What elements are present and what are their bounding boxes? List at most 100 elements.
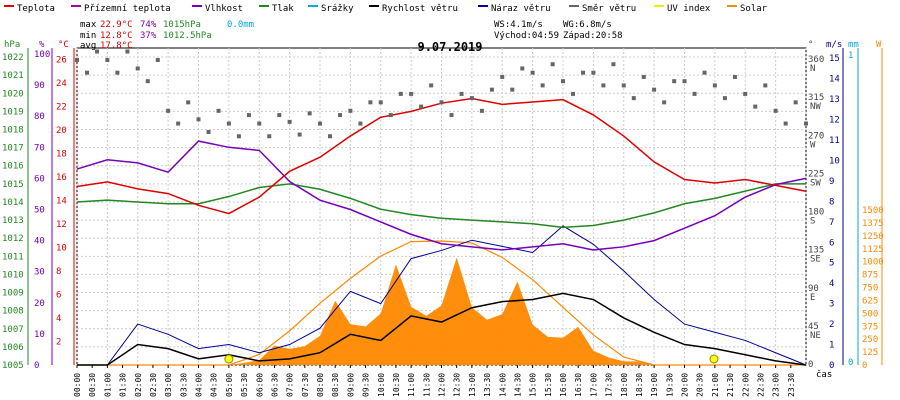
x-tick-label: 04:00 xyxy=(195,373,204,397)
axis-tick-ms: 2 xyxy=(829,320,834,330)
wind-direction-point xyxy=(793,100,798,105)
axis-tick-pct: 40 xyxy=(34,237,45,247)
wind-direction-point xyxy=(429,83,434,88)
axis-tick-ms: 10 xyxy=(829,156,840,166)
axis-tick-ms: 8 xyxy=(829,197,834,207)
wind-direction-point xyxy=(115,70,120,75)
stat-avg-label: avg xyxy=(80,41,96,51)
x-tick-label: 11:30 xyxy=(422,373,431,397)
wind-direction-point xyxy=(125,49,130,54)
axis-tick-hpa: 1015 xyxy=(2,180,24,190)
wind-direction-point xyxy=(155,58,160,62)
axis-tick-hpa: 1016 xyxy=(2,162,24,172)
axis-tick-deg: 270 xyxy=(808,131,824,141)
wind-direction-point xyxy=(773,108,778,113)
axis-tick-hpa: 1017 xyxy=(2,144,24,154)
x-tick-label: 18:30 xyxy=(635,373,644,397)
axis-tick-ms: 12 xyxy=(829,116,840,126)
wind-direction-point xyxy=(581,70,586,75)
x-tick-label: 16:30 xyxy=(574,373,583,397)
chart-title: 9.07.2019 xyxy=(417,40,482,54)
wind-direction-point xyxy=(469,96,474,101)
x-tick-label: 17:30 xyxy=(605,373,614,397)
axis-tick-ms: 1 xyxy=(829,341,834,351)
legend-label: UV index xyxy=(667,4,711,14)
stat-sunset: Západ:20:58 xyxy=(563,31,623,41)
stat-min-hum: 37% xyxy=(140,31,157,41)
wind-direction-point xyxy=(672,79,677,84)
axis-tick-c: 24 xyxy=(56,79,67,89)
uv-marker xyxy=(709,354,719,364)
axis-tick-hpa: 1009 xyxy=(2,289,24,299)
axis-tick-pct: 0 xyxy=(34,361,39,371)
x-tick-label: 22:30 xyxy=(756,373,765,397)
legend-label: Srážky xyxy=(321,4,354,14)
wind-direction-point xyxy=(702,70,707,75)
x-tick-label: 09:30 xyxy=(362,373,371,397)
x-tick-label: 13:00 xyxy=(468,373,477,397)
wind-direction-point xyxy=(348,108,353,113)
x-tick-label: 12:00 xyxy=(438,373,447,397)
axis-tick-hpa: 1005 xyxy=(2,361,24,371)
axis-tick-hpa: 1014 xyxy=(2,198,24,208)
wind-direction-point xyxy=(419,104,424,109)
wind-direction-point xyxy=(804,121,808,126)
x-tick-label: 05:00 xyxy=(225,373,234,397)
axis-tick-mm: 0 xyxy=(848,358,853,368)
axis-tick-mm: 1 xyxy=(848,51,853,61)
wind-direction-point xyxy=(561,79,565,84)
wind-direction-point xyxy=(479,108,484,113)
axis-tick-deg: 0 xyxy=(808,360,813,370)
wind-direction-point xyxy=(176,121,181,126)
wind-direction-point xyxy=(368,100,373,105)
wind-direction-point xyxy=(307,111,312,116)
wind-direction-point xyxy=(743,91,748,96)
axis-tick-ms: 6 xyxy=(829,238,834,248)
axis-unit-mm: mm xyxy=(848,40,859,50)
wind-direction-point xyxy=(722,96,727,101)
axis-tick-ms: 0 xyxy=(829,361,834,371)
gust-line xyxy=(77,225,807,366)
wind-direction-point xyxy=(75,58,79,62)
axis-tick-w: 750 xyxy=(862,284,878,294)
wind-direction-point xyxy=(95,49,100,54)
axis-tick-c: 10 xyxy=(56,244,67,254)
wind-speed-line xyxy=(77,292,807,366)
x-tick-label: 14:00 xyxy=(498,373,507,397)
legend-label: Teplota xyxy=(17,4,55,14)
x-tick-label: 06:00 xyxy=(255,373,264,397)
x-tick-label: 16:00 xyxy=(559,373,568,397)
axis-tick-dir: W xyxy=(810,140,816,150)
x-tick-label: 05:30 xyxy=(240,373,249,397)
axis-tick-deg: 135 xyxy=(808,246,824,256)
x-tick-label: 20:30 xyxy=(696,373,705,397)
legend-label: Náraz větru xyxy=(491,4,551,14)
axis-tick-pct: 30 xyxy=(34,268,45,278)
x-tick-label: 18:00 xyxy=(620,373,629,397)
wind-direction-point xyxy=(85,70,90,75)
legend-swatch xyxy=(71,5,81,7)
axis-tick-deg: 90 xyxy=(808,284,819,294)
axis-tick-ms: 15 xyxy=(829,54,840,64)
x-tick-label: 22:00 xyxy=(741,373,750,397)
x-tick-label: 07:30 xyxy=(301,373,310,397)
wind-direction-point xyxy=(409,91,414,96)
axis-tick-hpa: 1020 xyxy=(2,89,24,99)
axis-tick-ms: 4 xyxy=(829,279,834,289)
axis-tick-hpa: 1021 xyxy=(2,71,24,81)
axis-tick-w: 1000 xyxy=(862,258,884,268)
legend-swatch xyxy=(4,5,14,7)
wind-direction-point xyxy=(732,74,737,79)
x-tick-label: 01:30 xyxy=(119,373,128,397)
wind-direction-point xyxy=(105,58,110,62)
wind-direction-point xyxy=(449,113,454,118)
wind-direction-point xyxy=(530,70,535,75)
wind-direction-point xyxy=(196,117,201,122)
wind-direction-point xyxy=(641,74,646,79)
axis-tick-w: 875 xyxy=(862,271,878,281)
legend-swatch xyxy=(654,5,664,7)
wind-direction-point xyxy=(510,87,515,92)
stat-min-label: min xyxy=(80,31,96,41)
axis-tick-dir: S xyxy=(810,217,815,227)
wind-direction-point xyxy=(601,83,606,88)
